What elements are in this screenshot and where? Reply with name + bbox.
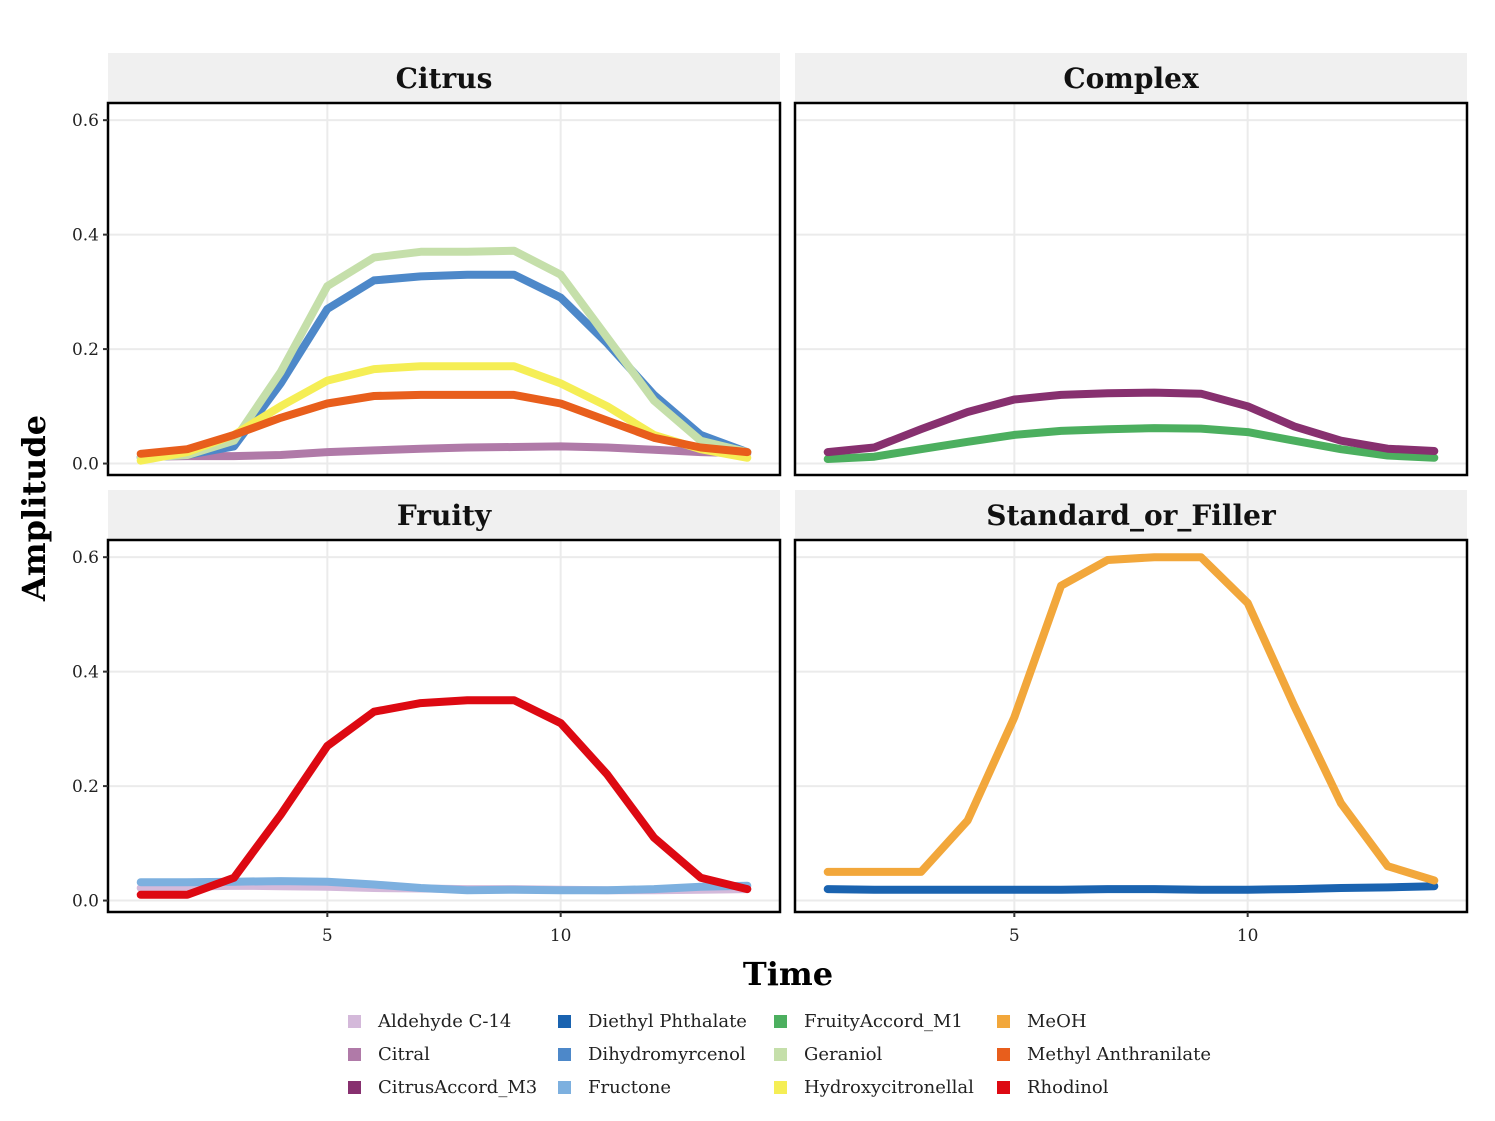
series-line-meoh <box>823 553 1439 885</box>
legend-label: Fructone <box>588 1077 672 1098</box>
panel-background <box>795 540 1467 912</box>
y-tick-label: 0.2 <box>72 777 99 797</box>
legend-item: Dihydromyrcenol <box>558 1041 774 1068</box>
facet-title: Fruity <box>397 499 492 532</box>
legend-item: Fructone <box>558 1074 774 1101</box>
panel-border <box>793 101 1469 477</box>
facet-citrus: Citrus 0.0 0.2 0.4 0.6 <box>72 53 782 477</box>
series-line-rhodinol <box>136 696 752 899</box>
legend-key <box>997 1048 1010 1061</box>
facet-strip <box>795 490 1467 540</box>
legend-item: Methyl Anthranilate <box>997 1041 1217 1068</box>
facet-title: Citrus <box>396 62 493 95</box>
facet-fruity: Fruity 0.0 0.2 0.4 0.6 5 10 <box>72 490 782 946</box>
legend-label: Citral <box>378 1044 430 1065</box>
y-tick-label: 0.4 <box>72 226 99 246</box>
legend-label: Geraniol <box>804 1044 883 1065</box>
legend-item: Citral <box>348 1041 558 1068</box>
legend-label: FruityAccord_M1 <box>804 1011 963 1032</box>
series-line-methyl-anthranilate <box>136 390 752 458</box>
y-tick-label: 0.0 <box>72 455 99 475</box>
facet-complex: Complex <box>793 53 1469 477</box>
legend-key <box>774 1081 787 1094</box>
legend-key <box>558 1048 571 1061</box>
legend-key <box>997 1081 1010 1094</box>
panel-border <box>106 101 782 477</box>
x-tick-label: 10 <box>1237 926 1259 946</box>
legend-item: FruityAccord_M1 <box>774 1008 997 1035</box>
series-line-fructone <box>136 877 752 895</box>
legend-key <box>558 1015 571 1028</box>
legend-key <box>997 1015 1010 1028</box>
y-tick-label: 0.0 <box>72 892 99 912</box>
panel-background <box>795 103 1467 475</box>
legend-key <box>348 1081 361 1094</box>
y-axis-title: Amplitude <box>15 415 53 602</box>
legend-label: MeOH <box>1027 1011 1087 1032</box>
legend-key <box>774 1048 787 1061</box>
legend-label: Hydroxycitronellal <box>804 1077 974 1098</box>
series-line-citral <box>136 442 752 461</box>
y-tick-label: 0.2 <box>72 340 99 360</box>
facet-title: Complex <box>1063 62 1199 95</box>
y-tick-label: 0.4 <box>72 663 99 683</box>
legend-label: Dihydromyrcenol <box>588 1044 746 1065</box>
series-line-fruityaccord-m1 <box>823 424 1439 463</box>
legend-item: Diethyl Phthalate <box>558 1008 774 1035</box>
facet-standard-or-filler: Standard_or_Filler 5 10 <box>793 490 1469 946</box>
legend-item: Geraniol <box>774 1041 997 1068</box>
facet-title: Standard_or_Filler <box>986 499 1277 532</box>
y-tick-label: 0.6 <box>72 111 99 131</box>
series-line-citrusaccord-m3 <box>823 388 1439 457</box>
legend-key <box>348 1048 361 1061</box>
legend-label: Methyl Anthranilate <box>1027 1044 1212 1065</box>
panel-border <box>106 538 782 914</box>
legend-item: CitrusAccord_M3 <box>348 1074 558 1101</box>
legend-item: MeOH <box>997 1008 1217 1035</box>
panel-border <box>793 538 1469 914</box>
legend-key <box>558 1081 571 1094</box>
facet-strip <box>108 53 780 103</box>
series-line-diethyl-phthalate <box>823 882 1439 894</box>
x-axis-title: Time <box>743 955 833 993</box>
x-tick-label: 5 <box>322 926 333 946</box>
legend-label: Aldehyde C-14 <box>378 1011 512 1032</box>
facet-strip <box>108 490 780 540</box>
legend-label: Diethyl Phthalate <box>588 1011 747 1032</box>
y-tick-label: 0.6 <box>72 548 99 568</box>
facet-strip <box>795 53 1467 103</box>
legend-item: Rhodinol <box>997 1074 1217 1101</box>
legend-key <box>774 1015 787 1028</box>
legend-item: Aldehyde C-14 <box>348 1008 558 1035</box>
x-tick-label: 10 <box>550 926 572 946</box>
legend-label: CitrusAccord_M3 <box>378 1077 538 1098</box>
legend-item: Hydroxycitronellal <box>774 1074 997 1101</box>
legend: Aldehyde C-14 Diethyl Phthalate FruityAcco… <box>348 1008 1217 1101</box>
legend-label: Rhodinol <box>1027 1077 1109 1098</box>
x-tick-label: 5 <box>1009 926 1020 946</box>
legend-key <box>348 1015 361 1028</box>
